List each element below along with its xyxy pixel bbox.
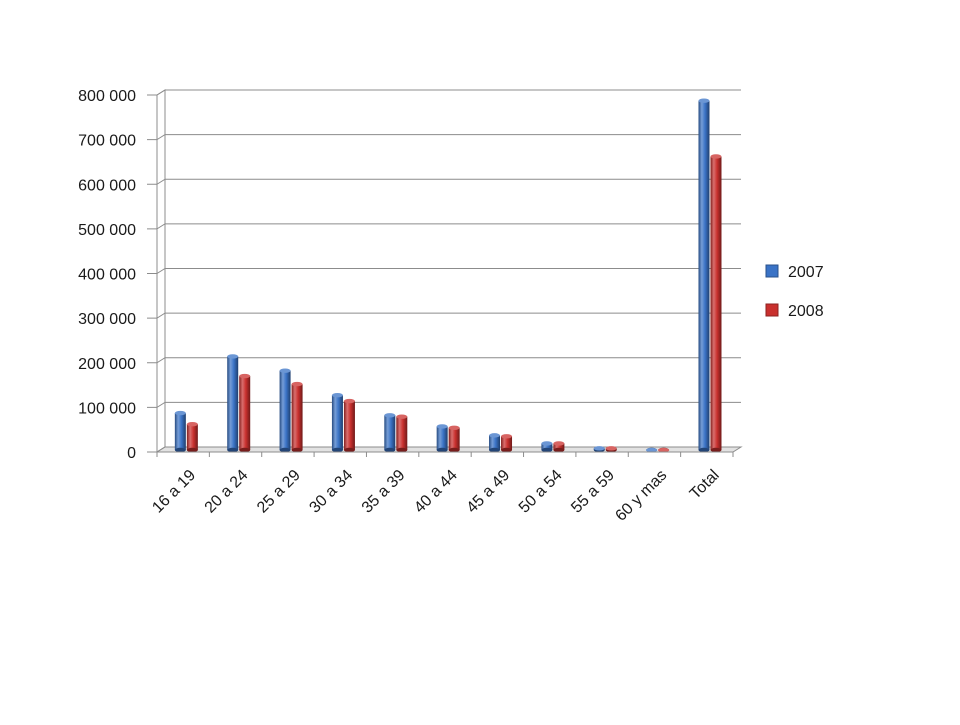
y-tick-label: 400 000	[78, 267, 136, 284]
x-tick-label: 25 a 29	[254, 467, 304, 517]
bar-2007-0	[174, 410, 186, 453]
bar-2008-1	[239, 373, 251, 453]
y-tick-label: 200 000	[78, 356, 136, 373]
gridline	[156, 401, 741, 408]
legend-label-2008: 2008	[788, 303, 824, 320]
gridline	[156, 312, 741, 319]
bar-2007-8	[593, 446, 605, 453]
bar-2008-3	[343, 398, 355, 453]
legend: 2007 2008	[765, 264, 824, 320]
bar-2008-6	[501, 434, 513, 453]
gridline	[156, 223, 741, 230]
y-tick-label: 500 000	[78, 222, 136, 239]
legend-label-2007: 2007	[788, 264, 824, 281]
x-tick-label: 35 a 39	[359, 467, 409, 517]
y-tick-label: 800 000	[78, 88, 136, 105]
bar-2008-10	[710, 154, 722, 453]
legend-swatch-2008	[765, 303, 779, 317]
x-tick-label: 16 a 19	[149, 467, 199, 517]
bar-2007-7	[541, 441, 553, 453]
gridline	[156, 268, 741, 274]
bar-2008-0	[186, 422, 198, 453]
y-tick-label: 100 000	[78, 400, 136, 417]
x-tick-label: 60 y mas	[612, 467, 670, 525]
gridline	[156, 357, 741, 364]
x-tick-label: 20 a 24	[202, 467, 252, 517]
bar-2008-4	[396, 414, 408, 453]
x-tick-label: 50 a 54	[516, 467, 566, 517]
bars-layer	[174, 98, 722, 453]
x-tick-label: 40 a 44	[411, 467, 461, 517]
x-tick-label: 30 a 34	[306, 467, 356, 517]
x-tick-label: 55 a 59	[568, 467, 618, 517]
bar-2007-5	[436, 424, 448, 453]
bar-2008-5	[448, 425, 460, 453]
bar-2008-7	[553, 441, 565, 453]
bar-2008-2	[291, 381, 303, 453]
gridline	[156, 134, 741, 141]
gridline	[156, 178, 741, 185]
x-tick-label: 45 a 49	[464, 467, 514, 517]
y-tick-label: 700 000	[78, 133, 136, 150]
gridline	[156, 89, 741, 96]
bar-2007-10	[698, 98, 710, 453]
x-tick-label: Total	[687, 467, 723, 503]
y-tick-label: 0	[127, 445, 136, 462]
bar-2007-6	[489, 433, 501, 453]
bar-2007-1	[227, 354, 239, 453]
y-tick-label: 600 000	[78, 177, 136, 194]
bar-2007-4	[384, 413, 396, 453]
bar-2008-8	[605, 446, 617, 453]
bar-2008-9	[658, 447, 670, 453]
grid-layer	[155, 89, 743, 453]
bar-2007-9	[646, 447, 658, 453]
y-tick-label: 300 000	[78, 311, 136, 328]
legend-swatch-2007	[765, 264, 779, 278]
bar-2007-2	[279, 368, 291, 453]
bar-2007-3	[331, 393, 343, 453]
axis-layer: 0 100 000 200 000 300 000 400 000 500 000 600 …	[78, 88, 734, 525]
